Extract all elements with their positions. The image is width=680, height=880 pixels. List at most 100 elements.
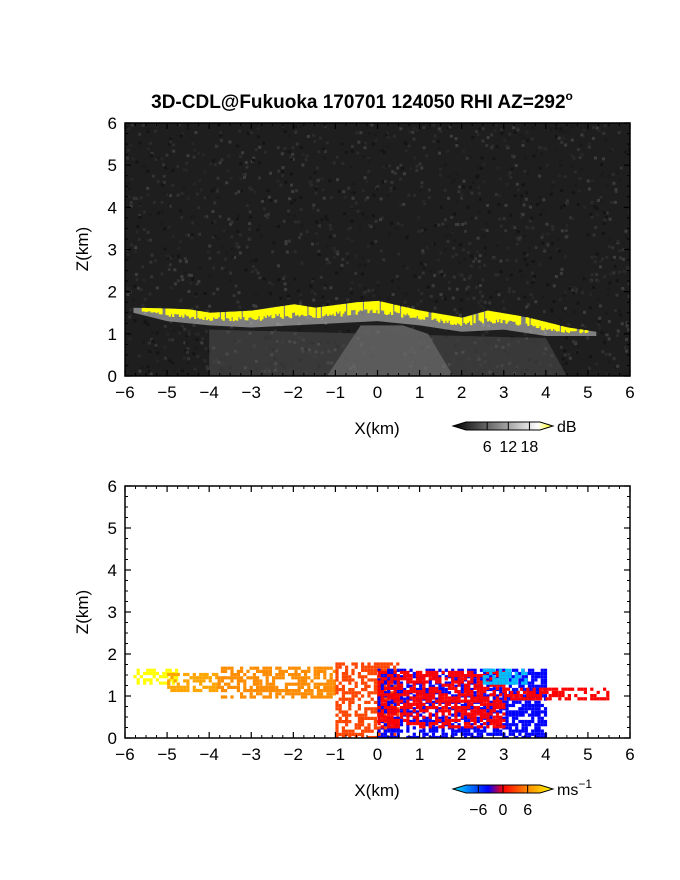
noise-speck bbox=[542, 343, 546, 347]
echo-cell bbox=[276, 306, 279, 316]
velocity-cell bbox=[519, 697, 523, 701]
velocity-cell bbox=[441, 722, 445, 726]
noise-speck bbox=[453, 212, 457, 216]
noise-speck bbox=[534, 246, 538, 249]
velocity-cell bbox=[233, 685, 237, 689]
velocity-cell bbox=[380, 677, 384, 681]
noise-speck bbox=[194, 131, 198, 134]
velocity-cell bbox=[351, 688, 355, 692]
noise-speck bbox=[155, 286, 159, 290]
echo-cell bbox=[217, 312, 220, 318]
velocity-cell bbox=[431, 668, 436, 672]
noise-speck bbox=[213, 201, 217, 205]
velocity-cell bbox=[463, 732, 468, 736]
velocity-cell bbox=[516, 697, 520, 701]
noise-speck bbox=[153, 129, 157, 133]
velocity-cell bbox=[486, 694, 490, 698]
velocity-cell bbox=[415, 680, 420, 684]
velocity-cell bbox=[338, 732, 342, 736]
velocity-cell bbox=[508, 729, 512, 733]
noise-speck bbox=[471, 136, 475, 139]
velocity-cell bbox=[454, 696, 458, 700]
velocity-cell bbox=[431, 696, 436, 700]
velocity-cell bbox=[332, 669, 336, 673]
velocity-cell bbox=[483, 709, 487, 713]
velocity-cell bbox=[537, 710, 541, 714]
echo-cell bbox=[175, 308, 178, 315]
velocity-cell bbox=[291, 676, 295, 680]
echo-cell bbox=[451, 316, 454, 325]
velocity-cell bbox=[373, 736, 377, 738]
velocity-cell bbox=[409, 686, 413, 690]
noise-speck bbox=[476, 354, 480, 358]
noise-speck bbox=[407, 144, 411, 148]
noise-speck bbox=[448, 125, 452, 129]
echo-cell bbox=[492, 311, 495, 324]
velocity-cell bbox=[444, 718, 448, 722]
noise-speck bbox=[160, 272, 164, 276]
noise-speck bbox=[252, 343, 256, 347]
echo-cell bbox=[539, 320, 542, 327]
noise-speck bbox=[560, 229, 564, 233]
noise-speck bbox=[576, 301, 580, 305]
noise-speck bbox=[538, 263, 542, 267]
velocity-cell bbox=[492, 732, 496, 736]
noise-speck bbox=[388, 164, 392, 168]
noise-speck bbox=[234, 349, 238, 353]
velocity-cell bbox=[486, 699, 490, 703]
velocity-cell bbox=[415, 696, 420, 700]
noise-speck bbox=[186, 361, 190, 365]
noise-speck bbox=[616, 364, 620, 368]
noise-speck bbox=[169, 320, 173, 324]
velocity-cell bbox=[524, 723, 528, 727]
noise-speck bbox=[572, 310, 576, 314]
noise-speck bbox=[182, 168, 186, 172]
velocity-cell bbox=[278, 673, 282, 677]
velocity-cell bbox=[441, 725, 445, 729]
velocity-cell bbox=[428, 725, 432, 729]
noise-speck bbox=[156, 351, 160, 355]
velocity-cell bbox=[524, 735, 528, 738]
velocity-cell bbox=[341, 732, 345, 736]
echo-cell bbox=[572, 328, 575, 332]
velocity-cell bbox=[179, 688, 184, 693]
velocity-cell bbox=[460, 726, 464, 730]
echo-cell bbox=[246, 310, 249, 321]
velocity-cell bbox=[571, 687, 575, 691]
noise-speck bbox=[275, 339, 279, 343]
echo-cell bbox=[567, 327, 570, 333]
velocity-cell bbox=[373, 726, 377, 730]
noise-speck bbox=[208, 304, 212, 308]
velocity-cell bbox=[479, 668, 484, 672]
velocity-cell bbox=[521, 735, 525, 738]
noise-speck bbox=[396, 277, 400, 281]
noise-speck bbox=[171, 361, 175, 365]
backscatter-colorbar-tick-label: 12 bbox=[499, 439, 517, 456]
noise-speck bbox=[279, 296, 283, 300]
velocity-cell bbox=[167, 679, 171, 683]
velocity-cell bbox=[467, 670, 471, 674]
noise-speck bbox=[595, 278, 599, 282]
velocity-cell bbox=[467, 725, 471, 729]
noise-speck bbox=[192, 155, 196, 159]
velocity-cell bbox=[265, 666, 269, 670]
velocity-cell bbox=[240, 692, 244, 696]
velocity-cell bbox=[495, 670, 500, 674]
noise-speck bbox=[313, 292, 317, 296]
velocity-cell bbox=[399, 706, 404, 710]
noise-speck bbox=[237, 373, 241, 376]
velocity-cell bbox=[486, 684, 490, 688]
velocity-cell bbox=[304, 676, 308, 680]
noise-speck bbox=[299, 358, 303, 362]
velocity-cell bbox=[457, 674, 461, 678]
velocity-cell bbox=[521, 671, 525, 676]
velocity-cell bbox=[186, 685, 190, 689]
noise-speck bbox=[317, 150, 321, 154]
velocity-cell bbox=[451, 706, 455, 710]
noise-speck bbox=[563, 203, 567, 207]
velocity-cell bbox=[419, 687, 423, 692]
velocity-cell bbox=[284, 682, 288, 686]
velocity-cell bbox=[516, 690, 520, 694]
noise-speck bbox=[351, 145, 354, 148]
velocity-cell bbox=[543, 675, 548, 679]
